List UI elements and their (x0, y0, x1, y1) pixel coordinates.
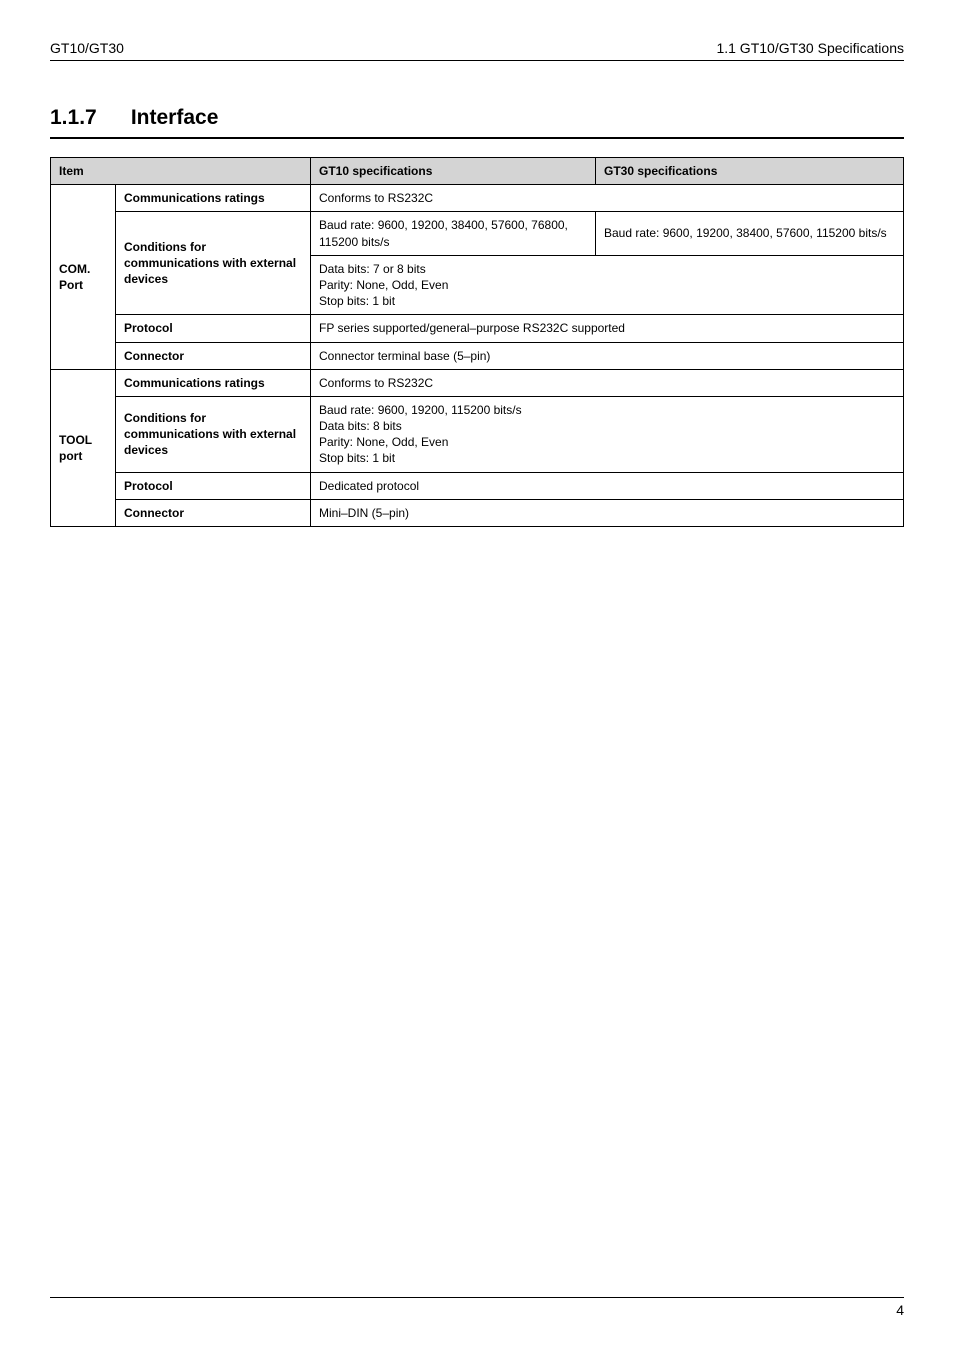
table-row: COM. Port Communications ratings Conform… (51, 185, 904, 212)
section-heading: 1.1.7 Interface (50, 106, 904, 139)
tool-cond-label: Conditions for communications with exter… (116, 396, 311, 472)
header-gt10: GT10 specifications (311, 158, 596, 185)
table-row: Conditions for communications with exter… (51, 212, 904, 255)
tool-connector-label: Connector (116, 499, 311, 526)
com-port-group: COM. Port (51, 185, 116, 370)
interface-table: Item GT10 specifications GT30 specificat… (50, 157, 904, 527)
com-cond-gt10: Baud rate: 9600, 19200, 38400, 57600, 76… (311, 212, 596, 255)
com-comm-ratings-value: Conforms to RS232C (311, 185, 904, 212)
table-row: Protocol Dedicated protocol (51, 472, 904, 499)
header-item: Item (51, 158, 311, 185)
com-cond-label: Conditions for communications with exter… (116, 212, 311, 315)
table-row: Connector Connector terminal base (5–pin… (51, 342, 904, 369)
table-row: Protocol FP series supported/general–pur… (51, 315, 904, 342)
page-header: GT10/GT30 1.1 GT10/GT30 Specifications (50, 40, 904, 61)
header-right: 1.1 GT10/GT30 Specifications (716, 40, 904, 56)
header-gt30: GT30 specifications (596, 158, 904, 185)
table-row: TOOL port Communications ratings Conform… (51, 369, 904, 396)
table-row: Conditions for communications with exter… (51, 396, 904, 472)
table-row: Connector Mini–DIN (5–pin) (51, 499, 904, 526)
com-cond-gt30: Baud rate: 9600, 19200, 38400, 57600, 11… (596, 212, 904, 255)
tool-port-group: TOOL port (51, 369, 116, 526)
com-comm-ratings-label: Communications ratings (116, 185, 311, 212)
com-protocol-label: Protocol (116, 315, 311, 342)
tool-protocol-value: Dedicated protocol (311, 472, 904, 499)
tool-comm-ratings-label: Communications ratings (116, 369, 311, 396)
table-header-row: Item GT10 specifications GT30 specificat… (51, 158, 904, 185)
com-connector-label: Connector (116, 342, 311, 369)
com-protocol-value: FP series supported/general–purpose RS23… (311, 315, 904, 342)
tool-cond-value: Baud rate: 9600, 19200, 115200 bits/sDat… (311, 396, 904, 472)
section-number: 1.1.7 (50, 106, 125, 130)
tool-comm-ratings-value: Conforms to RS232C (311, 369, 904, 396)
com-cond-common: Data bits: 7 or 8 bitsParity: None, Odd,… (311, 255, 904, 315)
tool-connector-value: Mini–DIN (5–pin) (311, 499, 904, 526)
com-connector-value: Connector terminal base (5–pin) (311, 342, 904, 369)
page-number: 4 (896, 1302, 904, 1318)
header-left: GT10/GT30 (50, 40, 124, 56)
section-title-text: Interface (131, 106, 219, 129)
page-footer: 4 (50, 1297, 904, 1318)
tool-protocol-label: Protocol (116, 472, 311, 499)
